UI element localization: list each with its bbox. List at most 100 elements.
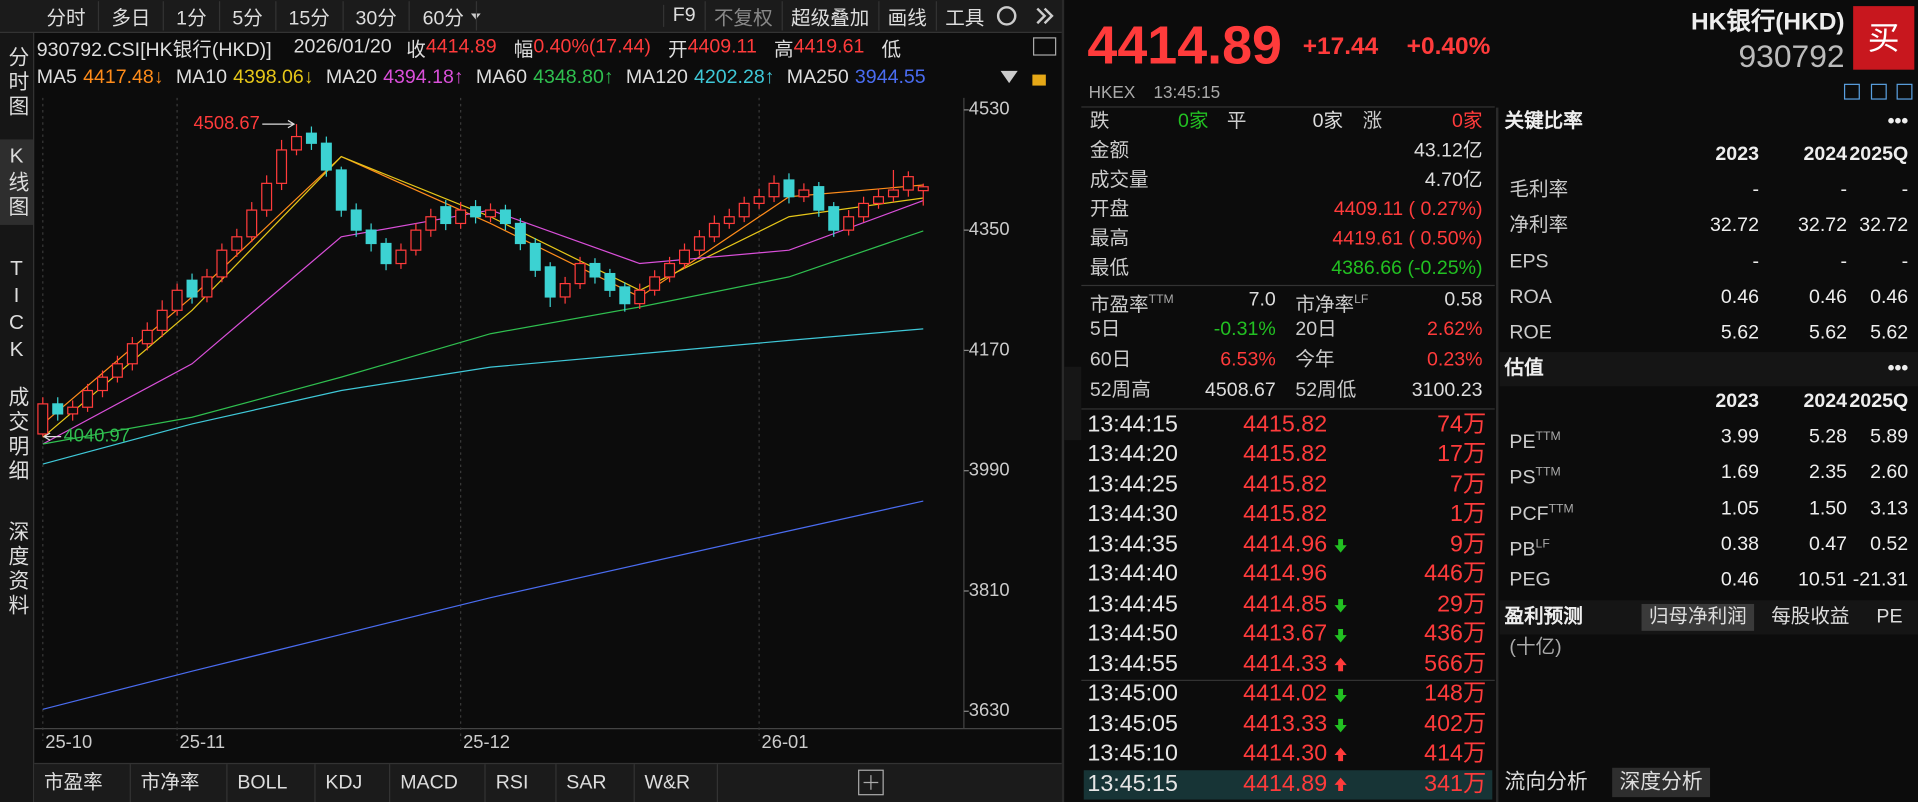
buy-box[interactable] bbox=[1853, 6, 1915, 70]
ma-arrow: ↑ bbox=[764, 67, 775, 89]
ratio-value: - bbox=[1752, 251, 1759, 273]
forecast-tab[interactable]: PE bbox=[1876, 606, 1903, 627]
more-icon[interactable] bbox=[1036, 7, 1047, 25]
side-tab[interactable]: TICK bbox=[4, 256, 29, 365]
forecast-tab[interactable]: 每股收益 bbox=[1771, 606, 1850, 627]
separator bbox=[1081, 106, 1495, 108]
ma-menu-icon[interactable] bbox=[1000, 70, 1018, 84]
candle-body bbox=[186, 279, 198, 298]
ratio-label: 净利率 bbox=[1509, 215, 1569, 237]
tool-tab[interactable]: F9 bbox=[662, 4, 704, 27]
indicator-tab[interactable]: RSI bbox=[486, 764, 557, 802]
candle-body bbox=[843, 216, 855, 231]
tool-tab[interactable]: 画线 bbox=[877, 1, 936, 31]
ma-value: 3944.55 bbox=[854, 67, 926, 89]
tick-volume: 402万 bbox=[1424, 711, 1487, 737]
section-title: 估值 bbox=[1504, 357, 1544, 379]
tick-volume: 148万 bbox=[1424, 681, 1487, 707]
quote-value: 4419.61 ( 0.50%) bbox=[1332, 228, 1483, 250]
forecast-tab[interactable]: 归母净利润 bbox=[1641, 603, 1755, 632]
side-tab[interactable]: 分时图 bbox=[4, 46, 29, 120]
candle-body bbox=[261, 182, 273, 211]
info-label: 开 bbox=[667, 40, 688, 62]
x-tick-label: 25-11 bbox=[180, 731, 226, 752]
candle-body bbox=[559, 282, 571, 298]
bottom-tab[interactable]: 深度分析 bbox=[1612, 767, 1711, 798]
side-tab[interactable]: K线图 bbox=[0, 139, 34, 225]
candle-body bbox=[52, 403, 64, 415]
indicator-tab[interactable]: 市净率 bbox=[131, 764, 228, 802]
period-tab[interactable]: 分时 bbox=[34, 1, 100, 31]
ma-value: 4202.28 bbox=[694, 67, 765, 89]
settings-icon[interactable] bbox=[996, 6, 1017, 26]
indicator-tab[interactable]: SAR bbox=[557, 764, 635, 802]
panel-divider bbox=[1061, 0, 1065, 802]
info-value: 4409.11 bbox=[687, 36, 757, 58]
period-tab[interactable]: 多日 bbox=[99, 1, 164, 31]
ratio-value: - bbox=[1840, 179, 1848, 201]
kline-chart: 4530 4350 4170 3990 3810 3630 25-10 25-11 25-12 2… bbox=[34, 97, 1062, 752]
period-tab[interactable]: 5分 bbox=[220, 1, 277, 31]
price-change: +17.44 bbox=[1302, 33, 1379, 60]
add-icon[interactable] bbox=[1896, 83, 1913, 100]
indicator-tab[interactable]: MACD bbox=[390, 764, 486, 802]
candle-body bbox=[290, 135, 303, 151]
indicator-tab[interactable]: 市盈率 bbox=[34, 764, 131, 802]
more-icon[interactable] bbox=[1043, 7, 1054, 25]
candle-body bbox=[708, 222, 720, 238]
bottom-tab[interactable]: 流向分析 bbox=[1504, 770, 1588, 794]
tick-price: 4414.89 bbox=[1243, 771, 1328, 797]
dropdown-icon[interactable] bbox=[470, 13, 481, 20]
period-tab[interactable]: 1分 bbox=[164, 1, 221, 31]
indicator-tab[interactable]: W&R bbox=[635, 764, 719, 802]
candle-body bbox=[798, 189, 810, 198]
ma-name: MA5 bbox=[36, 67, 77, 89]
ma-arrow: ↑ bbox=[603, 67, 614, 89]
tick-time: 13:44:55 bbox=[1087, 651, 1178, 677]
alert-icon[interactable] bbox=[1870, 83, 1887, 100]
candle-body bbox=[276, 149, 288, 184]
ratio-label-sup: TTM bbox=[1548, 501, 1574, 516]
period-tab[interactable]: 30分 bbox=[343, 1, 411, 31]
side-tab[interactable]: 成交明细 bbox=[4, 386, 29, 485]
side-tab[interactable]: 深度资料 bbox=[4, 520, 29, 619]
separator bbox=[1081, 408, 1495, 410]
quote-label: 最高 bbox=[1089, 228, 1130, 250]
indicator-add-icon[interactable] bbox=[856, 768, 885, 797]
ratio-value: 0.46 bbox=[1720, 287, 1759, 309]
candle-body bbox=[231, 236, 243, 251]
buy-label[interactable]: 买 bbox=[1867, 19, 1900, 57]
ratio-value: 3.99 bbox=[1720, 426, 1759, 448]
quote-label: 60日 bbox=[1089, 349, 1132, 371]
ratio-value: 0.38 bbox=[1720, 534, 1759, 556]
wp-icon[interactable] bbox=[1032, 37, 1057, 56]
candle-body bbox=[634, 289, 646, 305]
tick-price: 4413.67 bbox=[1243, 621, 1328, 647]
tick-price: 4415.82 bbox=[1243, 501, 1328, 528]
tick-price: 4414.33 bbox=[1243, 651, 1328, 677]
candle-body bbox=[887, 189, 899, 198]
tool-tab[interactable]: 超级叠加 bbox=[781, 1, 878, 31]
indicator-tab[interactable]: KDJ bbox=[316, 764, 391, 802]
quote-value: 4508.67 bbox=[1205, 379, 1276, 401]
tool-tab[interactable]: 工具 bbox=[935, 1, 993, 31]
edit-icon[interactable] bbox=[1843, 83, 1860, 100]
ratio-value: 1.05 bbox=[1720, 498, 1759, 520]
forecast-unit: (十亿) bbox=[1509, 636, 1562, 658]
section-more[interactable]: ••• bbox=[1887, 111, 1909, 132]
ma-line bbox=[42, 328, 924, 465]
side-collapse[interactable] bbox=[1064, 366, 1082, 441]
ratio-value: 2.60 bbox=[1870, 462, 1909, 484]
breadth-label: 跌 bbox=[1089, 111, 1110, 132]
period-tab[interactable]: 60分 bbox=[410, 1, 478, 31]
candle-body bbox=[529, 242, 541, 271]
indicator-tab[interactable]: BOLL bbox=[228, 764, 316, 802]
candle-body bbox=[470, 206, 482, 218]
lock-icon[interactable] bbox=[1032, 74, 1046, 86]
period-tab[interactable]: 15分 bbox=[276, 1, 344, 31]
tool-tab[interactable]: 不复权 bbox=[704, 1, 781, 31]
section-more[interactable]: ••• bbox=[1887, 357, 1909, 379]
ma-line bbox=[42, 500, 924, 710]
candle-body bbox=[141, 329, 153, 345]
ratio-label: 毛利率 bbox=[1509, 179, 1569, 201]
